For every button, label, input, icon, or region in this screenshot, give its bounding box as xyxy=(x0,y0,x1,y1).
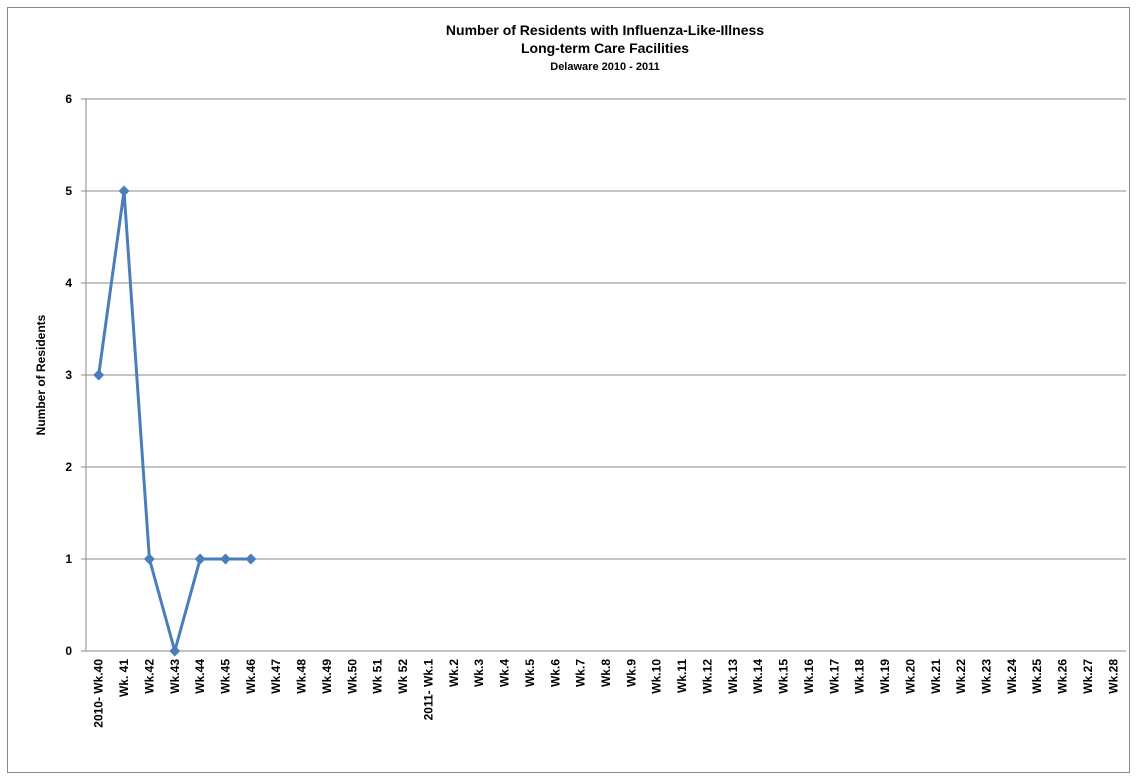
x-tick-label: Wk.44 xyxy=(193,659,207,694)
x-tick-label: Wk.49 xyxy=(320,659,334,694)
x-tick-label: Wk.14 xyxy=(751,659,765,694)
chart-subtitle: Delaware 2010 - 2011 xyxy=(550,61,659,73)
x-tick-label: Wk.4 xyxy=(498,659,512,687)
x-tick-label: Wk 51 xyxy=(371,659,385,694)
chart-title: Number of Residents with Influenza-Like-… xyxy=(446,22,764,38)
x-tick-label: Wk.12 xyxy=(700,659,714,694)
x-tick-label: Wk.15 xyxy=(777,659,791,694)
x-tick-label: Wk.26 xyxy=(1056,659,1070,694)
x-tick-label: Wk.9 xyxy=(624,659,638,687)
y-tick-label: 3 xyxy=(65,368,72,382)
chart-border xyxy=(7,7,1130,773)
chart-title: Long-term Care Facilities xyxy=(521,40,689,56)
x-tick-label: Wk.21 xyxy=(929,659,943,694)
x-tick-label: Wk.8 xyxy=(599,659,613,687)
x-tick-label: Wk.22 xyxy=(954,659,968,694)
x-tick-label: Wk.10 xyxy=(650,659,664,694)
x-tick-label: Wk.24 xyxy=(1005,659,1019,694)
data-point xyxy=(118,185,130,197)
data-point xyxy=(143,553,155,565)
x-tick-label: Wk.2 xyxy=(447,659,461,687)
x-tick-label: Wk.50 xyxy=(345,659,359,694)
y-tick-label: 1 xyxy=(65,552,72,566)
x-tick-label: Wk.20 xyxy=(903,659,917,694)
x-tick-label: Wk.18 xyxy=(853,659,867,694)
x-tick-label: Wk 52 xyxy=(396,659,410,694)
x-tick-label: Wk.27 xyxy=(1081,659,1095,694)
x-tick-label: Wk.3 xyxy=(472,659,486,687)
x-tick-label: Wk.23 xyxy=(979,659,993,694)
y-tick-label: 5 xyxy=(65,184,72,198)
x-tick-label: Wk.19 xyxy=(878,659,892,694)
data-point xyxy=(169,645,181,657)
x-tick-label: Wk.47 xyxy=(269,659,283,694)
x-tick-label: Wk.46 xyxy=(244,659,258,694)
y-tick-label: 2 xyxy=(65,460,72,474)
x-tick-label: Wk.6 xyxy=(548,659,562,687)
y-tick-label: 6 xyxy=(65,92,72,106)
x-tick-label: Wk.7 xyxy=(574,659,588,687)
x-tick-label: 2011- Wk.1 xyxy=(421,659,435,721)
x-tick-label: Wk.28 xyxy=(1106,659,1120,694)
data-point xyxy=(245,553,257,565)
data-point xyxy=(220,553,232,565)
data-point xyxy=(194,553,206,565)
x-tick-label: Wk.11 xyxy=(675,659,689,693)
x-tick-label: Wk.5 xyxy=(523,659,537,687)
x-tick-label: Wk.25 xyxy=(1030,659,1044,694)
x-tick-label: 2010- Wk.40 xyxy=(92,659,106,728)
x-tick-label: Wk.45 xyxy=(219,659,233,694)
x-tick-label: Wk.16 xyxy=(802,659,816,694)
y-tick-label: 4 xyxy=(65,276,72,290)
x-tick-label: Wk.17 xyxy=(827,659,841,694)
x-tick-label: Wk. 41 xyxy=(117,659,131,697)
x-tick-label: Wk.42 xyxy=(142,659,156,694)
x-tick-label: Wk.43 xyxy=(168,659,182,694)
y-axis-label: Number of Residents xyxy=(34,314,48,435)
x-tick-label: Wk.48 xyxy=(295,659,309,694)
x-tick-label: Wk.13 xyxy=(726,659,740,694)
data-point xyxy=(93,369,105,381)
y-tick-label: 0 xyxy=(65,644,72,658)
